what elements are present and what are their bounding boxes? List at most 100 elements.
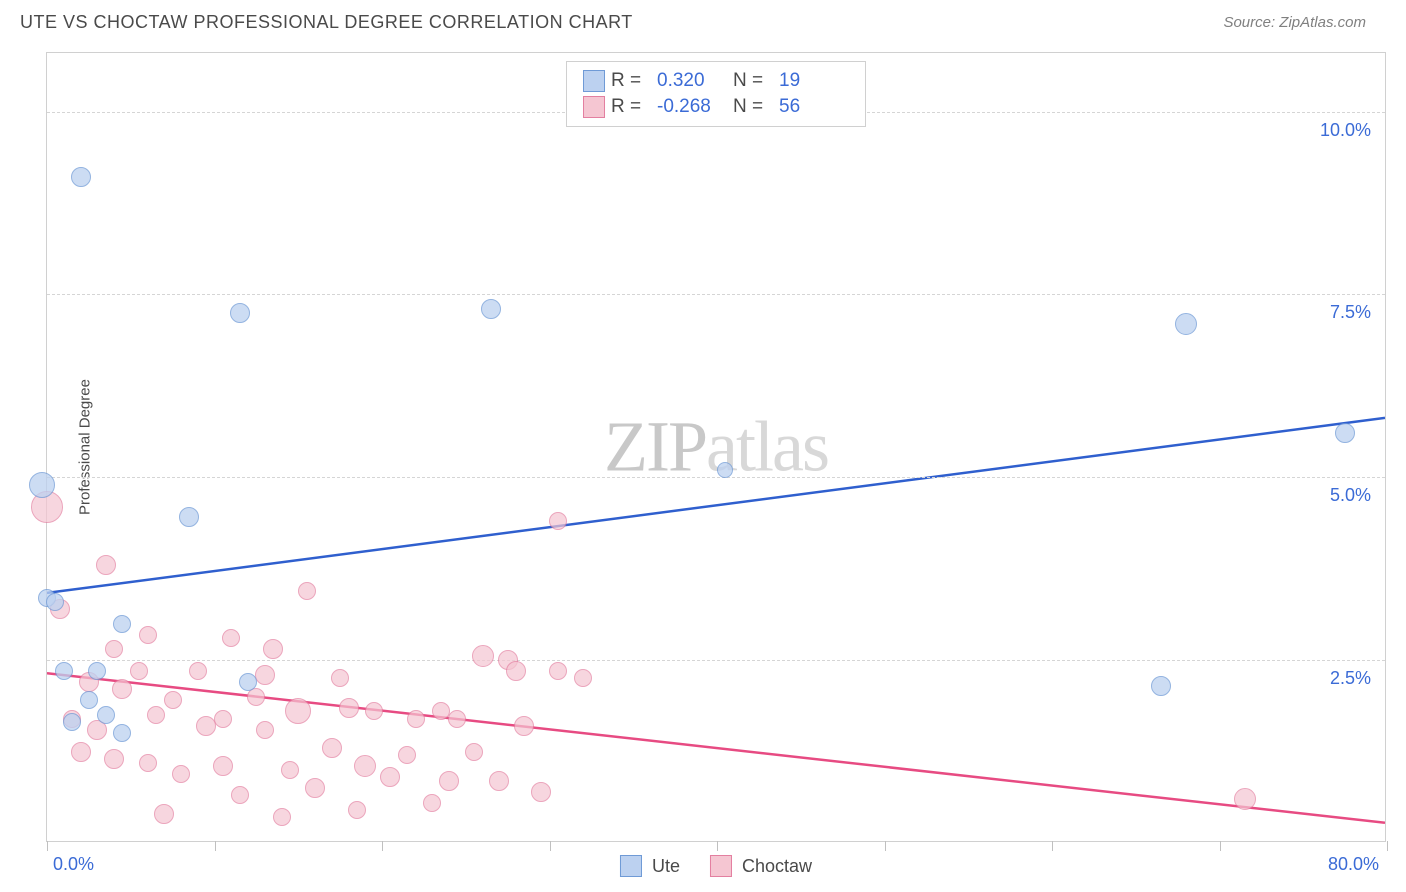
scatter-point [179, 507, 199, 527]
scatter-point [717, 462, 733, 478]
x-tick [47, 841, 48, 851]
scatter-point [105, 640, 123, 658]
gridline [47, 294, 1385, 295]
x-tick [382, 841, 383, 851]
source-label: Source: ZipAtlas.com [1223, 14, 1366, 31]
scatter-point [514, 716, 534, 736]
scatter-point [104, 749, 124, 769]
scatter-point [263, 639, 283, 659]
chart-container: Professional Degree ZIPatlas 2.5%5.0%7.5… [46, 52, 1386, 842]
legend-n-value: 56 [779, 96, 849, 118]
scatter-point [465, 743, 483, 761]
scatter-point [55, 662, 73, 680]
scatter-point [322, 738, 342, 758]
scatter-point [472, 645, 494, 667]
scatter-point [273, 808, 291, 826]
legend-row: R = -0.268 N = 56 [583, 94, 849, 120]
legend-r-value: -0.268 [657, 96, 727, 118]
legend-series-name: Choctaw [742, 856, 812, 877]
scatter-point [489, 771, 509, 791]
scatter-point [63, 713, 81, 731]
legend-r-label: R = [611, 70, 651, 92]
gridline [47, 477, 1385, 478]
scatter-point [96, 555, 116, 575]
scatter-point [298, 582, 316, 600]
scatter-point [112, 679, 132, 699]
scatter-point [549, 512, 567, 530]
x-tick [215, 841, 216, 851]
scatter-point [331, 669, 349, 687]
scatter-point [222, 629, 240, 647]
series-legend: Ute Choctaw [620, 855, 812, 877]
scatter-point [1151, 676, 1171, 696]
scatter-point [256, 721, 274, 739]
trend-lines-icon [47, 53, 1385, 841]
x-tick [550, 841, 551, 851]
legend-swatch-icon [620, 855, 642, 877]
x-tick [885, 841, 886, 851]
scatter-point [130, 662, 148, 680]
gridline [47, 660, 1385, 661]
x-tick [717, 841, 718, 851]
legend-item: Choctaw [710, 855, 812, 877]
scatter-point [172, 765, 190, 783]
legend-swatch-icon [710, 855, 732, 877]
scatter-point [1335, 423, 1355, 443]
legend-item: Ute [620, 855, 680, 877]
scatter-point [88, 662, 106, 680]
x-axis-max-label: 80.0% [1328, 854, 1379, 875]
legend-row: R = 0.320N = 19 [583, 68, 849, 94]
scatter-point [80, 691, 98, 709]
scatter-point [1175, 313, 1197, 335]
legend-r-label: R = [611, 96, 651, 118]
scatter-point [398, 746, 416, 764]
scatter-point [432, 702, 450, 720]
y-tick-label: 10.0% [1320, 120, 1371, 141]
scatter-point [71, 167, 91, 187]
scatter-point [239, 673, 257, 691]
legend-n-value: 19 [779, 70, 849, 92]
scatter-point [448, 710, 466, 728]
y-tick-label: 5.0% [1330, 485, 1371, 506]
correlation-legend: R = 0.320N = 19R = -0.268 N = 56 [566, 61, 866, 127]
scatter-point [281, 761, 299, 779]
scatter-point [423, 794, 441, 812]
plot-area: 2.5% 5.0% 7.5% 10.0% [47, 53, 1385, 841]
scatter-point [213, 756, 233, 776]
scatter-point [506, 661, 526, 681]
scatter-point [46, 593, 64, 611]
scatter-point [574, 669, 592, 687]
scatter-point [305, 778, 325, 798]
legend-swatch-icon [583, 70, 605, 92]
y-tick-label: 2.5% [1330, 668, 1371, 689]
scatter-point [113, 615, 131, 633]
scatter-point [214, 710, 232, 728]
scatter-point [71, 742, 91, 762]
x-tick [1220, 841, 1221, 851]
scatter-point [164, 691, 182, 709]
scatter-point [348, 801, 366, 819]
scatter-point [439, 771, 459, 791]
x-axis-min-label: 0.0% [53, 854, 94, 875]
x-tick [1387, 841, 1388, 851]
scatter-point [230, 303, 250, 323]
scatter-point [407, 710, 425, 728]
legend-n-label: N = [733, 70, 773, 92]
scatter-point [339, 698, 359, 718]
scatter-point [231, 786, 249, 804]
scatter-point [29, 472, 55, 498]
scatter-point [113, 724, 131, 742]
legend-n-label: N = [733, 96, 773, 118]
legend-swatch-icon [583, 96, 605, 118]
scatter-point [285, 698, 311, 724]
legend-series-name: Ute [652, 856, 680, 877]
x-tick [1052, 841, 1053, 851]
y-tick-label: 7.5% [1330, 302, 1371, 323]
scatter-point [147, 706, 165, 724]
scatter-point [481, 299, 501, 319]
scatter-point [97, 706, 115, 724]
scatter-point [189, 662, 207, 680]
scatter-point [255, 665, 275, 685]
scatter-point [549, 662, 567, 680]
chart-title: UTE VS CHOCTAW PROFESSIONAL DEGREE CORRE… [20, 12, 633, 33]
